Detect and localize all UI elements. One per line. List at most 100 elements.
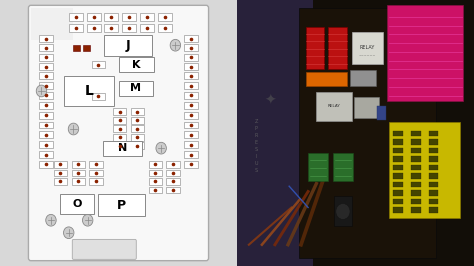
Bar [39,63,53,70]
Bar [39,131,53,138]
Bar [131,134,144,140]
Text: K: K [132,60,140,69]
Bar [83,45,90,51]
Bar [157,24,172,32]
Bar [104,35,152,56]
Bar [184,122,198,128]
Circle shape [68,123,79,135]
Bar [104,24,118,32]
Bar [237,0,313,266]
FancyBboxPatch shape [72,239,136,259]
Text: O: O [73,199,82,209]
Bar [72,178,85,185]
Bar [69,13,83,21]
Bar [393,199,403,204]
Bar [377,106,386,120]
Bar [411,190,421,196]
Bar [354,97,379,118]
Bar [90,161,102,168]
Text: RELAY: RELAY [328,104,341,109]
Bar [429,173,438,179]
Bar [393,173,403,179]
Bar [140,13,154,21]
Bar [90,170,102,176]
Bar [92,61,105,68]
Bar [54,170,67,176]
Circle shape [170,39,181,51]
Bar [387,5,464,101]
Bar [411,156,421,162]
Circle shape [336,203,350,219]
Bar [429,190,438,196]
Text: Z
P
R
E
S
I
U
S: Z P R E S I U S [254,119,258,173]
Bar [39,44,53,51]
Bar [39,161,53,168]
Bar [73,45,80,51]
Bar [429,207,438,213]
Text: RELAY: RELAY [360,45,375,50]
Bar [131,117,144,123]
Bar [61,194,94,214]
Bar [131,109,144,115]
Bar [334,196,352,226]
Bar [131,143,144,149]
Bar [411,182,421,187]
Bar [149,161,162,168]
Bar [306,27,324,69]
Bar [184,92,198,99]
Text: J: J [126,39,130,52]
Bar [72,170,85,176]
Text: ✦: ✦ [264,94,276,108]
Bar [184,44,198,51]
Bar [411,199,421,204]
Bar [393,148,403,153]
Bar [429,182,438,187]
Bar [157,13,172,21]
Circle shape [64,227,74,239]
Bar [86,24,100,32]
Bar [389,122,460,218]
Bar [393,207,403,213]
Bar [113,109,126,115]
Bar [166,161,180,168]
Bar [72,161,85,168]
FancyBboxPatch shape [28,5,209,261]
Bar [393,156,403,162]
Bar [306,72,347,86]
Text: P: P [117,199,126,211]
Bar [113,125,126,132]
Bar [429,148,438,153]
Bar [184,54,198,61]
Bar [184,35,198,42]
Bar [429,156,438,162]
Bar [39,92,53,99]
Bar [299,8,436,258]
Bar [64,76,114,106]
Bar [39,151,53,158]
Bar [393,190,403,196]
Bar [118,81,153,96]
Bar [352,32,383,64]
Bar [149,170,162,176]
Circle shape [82,214,93,226]
Bar [92,93,105,99]
Bar [54,161,67,168]
Circle shape [156,142,166,154]
Bar [39,141,53,148]
Bar [113,117,126,123]
Bar [90,178,102,185]
Bar [166,187,180,193]
Text: ~~~~~~: ~~~~~~ [359,54,376,58]
Bar [429,139,438,145]
Bar [39,82,53,89]
Bar [86,13,100,21]
Bar [54,178,67,185]
Bar [411,165,421,170]
Bar [184,72,198,79]
Bar [411,148,421,153]
Bar [184,161,198,168]
Bar [166,170,180,176]
Bar [149,178,162,185]
Bar [149,187,162,193]
Bar [184,131,198,138]
